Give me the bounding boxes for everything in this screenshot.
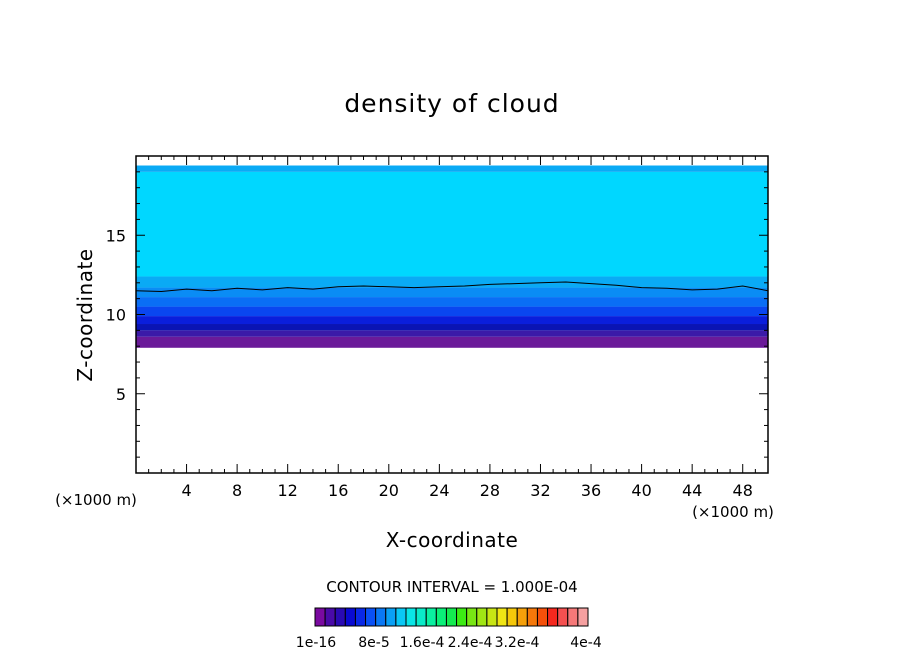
colorbar-label: 3.2e-4 — [495, 635, 540, 651]
x-tick-label: 12 — [278, 481, 298, 500]
colorbar-swatch — [577, 607, 589, 627]
colorbar-swatch — [395, 607, 407, 627]
contour-interval-text: CONTOUR INTERVAL = 1.000E-04 — [326, 578, 577, 596]
colorbar-swatch — [486, 607, 498, 627]
density-band-6 — [136, 287, 768, 298]
contour-line — [135, 281, 769, 293]
colorbar-swatch — [435, 607, 447, 627]
colorbar-swatch — [445, 607, 458, 627]
density-band-3 — [136, 316, 768, 325]
colorbar-swatch — [375, 607, 387, 627]
x-tick-label: 40 — [631, 481, 651, 500]
colorbar-label: 8e-5 — [358, 635, 389, 651]
colorbar: 1e-16 8e-5 1.6e-4 2.4e-4 3.2e-4 4e-4 — [296, 607, 602, 651]
x-tick-label: 28 — [480, 481, 500, 500]
colorbar-swatch — [334, 607, 346, 627]
colorbar-swatch — [567, 607, 579, 627]
x-tick-label: 16 — [328, 481, 348, 500]
colorbar-label: 1e-16 — [296, 635, 336, 651]
colorbar-swatch — [385, 607, 397, 627]
colorbar-swatch — [324, 607, 336, 627]
colorbar-swatch — [415, 607, 427, 627]
colorbar-swatch — [506, 607, 518, 627]
x-tick-label: 24 — [429, 481, 449, 500]
x-tick-label: 20 — [379, 481, 399, 500]
colorbar-label: 2.4e-4 — [448, 635, 493, 651]
density-band-4 — [136, 306, 768, 317]
density-band-5 — [136, 297, 768, 307]
x-tick-label: 8 — [232, 481, 242, 500]
colorbar-swatch — [547, 607, 559, 627]
chart-title: density of cloud — [344, 89, 559, 118]
x-tick-label: 36 — [581, 481, 601, 500]
density-band-9 — [136, 165, 768, 172]
colorbar-swatch — [314, 607, 326, 627]
y-tick-label: 15 — [106, 226, 126, 245]
colorbar-swatch — [466, 607, 478, 627]
x-tick-label: 32 — [530, 481, 550, 500]
colorbar-swatch — [536, 607, 549, 627]
y-tick-label: 10 — [106, 306, 126, 325]
y-tick-label: 5 — [116, 385, 126, 404]
x-tick-label: 44 — [682, 481, 702, 500]
colorbar-label: 4e-4 — [570, 635, 602, 651]
colorbar-swatch — [456, 607, 468, 627]
density-band-1 — [136, 330, 768, 337]
colorbar-swatch — [354, 607, 367, 627]
x-tick-label: 48 — [733, 481, 753, 500]
colorbar-swatch — [516, 607, 528, 627]
colorbar-swatch — [557, 607, 569, 627]
colorbar-swatch — [365, 607, 377, 627]
density-band-7 — [136, 276, 768, 288]
density-band-8 — [136, 171, 768, 277]
colorbar-label: 1.6e-4 — [400, 635, 445, 651]
colorbar-swatch — [496, 607, 508, 627]
x-axis-unit-left: (×1000 m) — [55, 491, 137, 509]
colorbar-swatch — [344, 607, 356, 627]
colorbar-swatch — [526, 607, 538, 627]
colorbar-swatch — [425, 607, 437, 627]
density-band-0 — [136, 336, 768, 348]
x-tick-label: 4 — [181, 481, 191, 500]
colorbar-swatch — [405, 607, 417, 627]
x-axis-title: X-coordinate — [386, 528, 519, 552]
density-field — [136, 165, 768, 348]
y-axis-title: Z-coordinate — [73, 248, 97, 381]
colorbar-swatch — [476, 607, 488, 627]
x-axis-unit-right: (×1000 m) — [692, 503, 774, 521]
density-band-2 — [136, 324, 768, 331]
